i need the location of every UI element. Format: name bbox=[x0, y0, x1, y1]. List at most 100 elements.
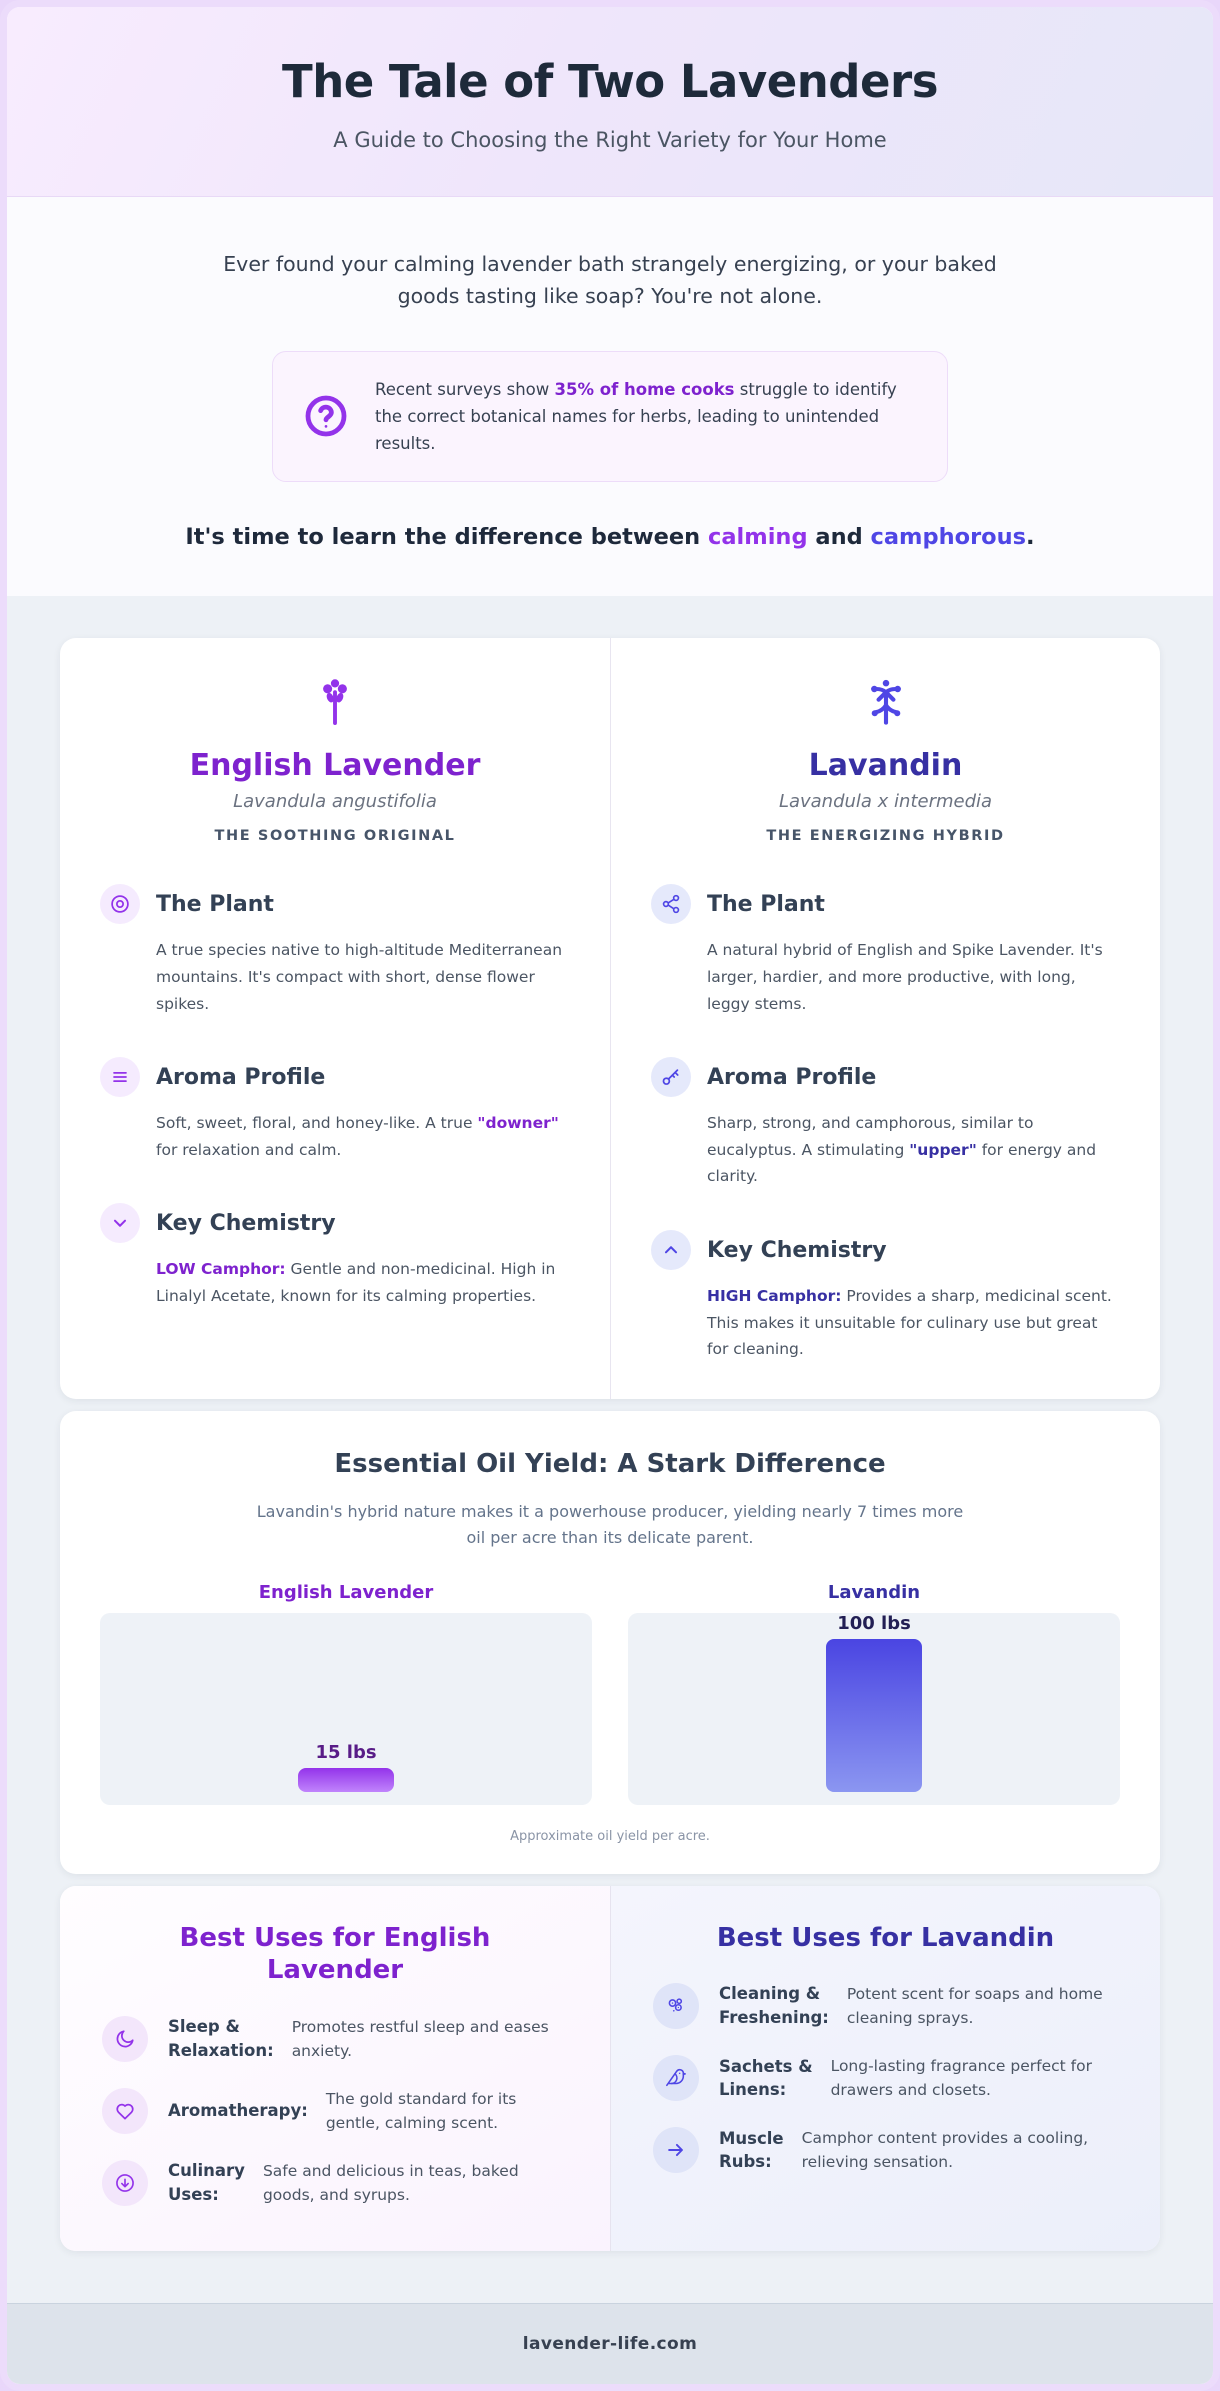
use-row-sleep: Sleep & Relaxation: Promotes restful sle… bbox=[102, 2015, 568, 2063]
use-label: Sachets & Linens: bbox=[719, 2056, 813, 2100]
feature-title: Aroma Profile bbox=[707, 1064, 877, 1090]
use-row-culinary: Culinary Uses: Safe and delicious in tea… bbox=[102, 2159, 568, 2207]
best-uses-title: Best Uses for English Lavender bbox=[179, 1922, 491, 1986]
english-lavender-bar bbox=[298, 1767, 394, 1792]
variety-tagline: THE ENERGIZING HYBRID bbox=[766, 828, 1005, 845]
content-section: English Lavender Lavandula angustifolia … bbox=[7, 596, 1213, 2303]
chart-caption: Approximate oil yield per acre. bbox=[510, 1828, 710, 1844]
use-text: Promotes restful sleep and eases anxiety… bbox=[291, 2017, 549, 2060]
variety-latin-name: Lavandula angustifolia bbox=[233, 791, 437, 813]
chart-column-label: English Lavender bbox=[258, 1581, 434, 1603]
intro-section: Ever found your calming lavender bath st… bbox=[7, 197, 1213, 597]
bird-icon bbox=[653, 2055, 699, 2102]
fact-text: Recent surveys show 35% of home cooks st… bbox=[375, 376, 917, 458]
sprout-branch-icon bbox=[860, 676, 912, 728]
chart-panel: 15 lbs bbox=[100, 1612, 592, 1805]
fact-text-highlight: 35% of home cooks bbox=[554, 379, 735, 399]
feature-title: Aroma Profile bbox=[156, 1064, 326, 1090]
feature-chemistry: Key Chemistry HIGH Camphor: Provides a s… bbox=[651, 1230, 1120, 1363]
bar-value-label: 15 lbs bbox=[315, 1741, 377, 1763]
feature-title: Key Chemistry bbox=[707, 1237, 887, 1263]
feature-plant: The Plant A natural hybrid of English an… bbox=[651, 884, 1120, 1017]
lavandin-chart: Lavandin 100 lbs bbox=[628, 1582, 1120, 1805]
use-text: Camphor content provides a cooling, reli… bbox=[801, 2129, 1089, 2172]
footer: lavender-life.com bbox=[7, 2302, 1213, 2384]
hook-text: Ever found your calming lavender bath st… bbox=[223, 252, 997, 308]
lavandin-column: Lavandin Lavandula x intermedia THE ENER… bbox=[610, 638, 1160, 1400]
chart-panel: 100 lbs bbox=[628, 1612, 1120, 1805]
use-row-sachets: Sachets & Linens: Long-lasting fragrance… bbox=[653, 2054, 1118, 2102]
feature-aroma: Aroma Profile Sharp, strong, and camphor… bbox=[651, 1057, 1120, 1190]
feature-text-bold: "downer" bbox=[477, 1114, 559, 1133]
feature-text-pre: A natural hybrid of English and Spike La… bbox=[707, 941, 1103, 1013]
use-row-muscle: Muscle Rubs: Camphor content provides a … bbox=[653, 2126, 1118, 2174]
feature-text-pre: A true species native to high-altitude M… bbox=[156, 941, 563, 1013]
cta-line: It's time to learn the difference betwee… bbox=[47, 524, 1173, 550]
variety-name: Lavandin bbox=[808, 748, 963, 784]
feature-text-post: Provides a sharp, medicinal scent. This … bbox=[707, 1287, 1112, 1359]
feature-plant: The Plant A true species native to high-… bbox=[100, 884, 570, 1017]
yield-bar-chart: English Lavender 15 lbs Lavandin 100 lbs bbox=[100, 1582, 1120, 1805]
use-text: Potent scent for soaps and home cleaning… bbox=[846, 1985, 1103, 2028]
feature-chemistry: Key Chemistry LOW Camphor: Gentle and no… bbox=[100, 1203, 570, 1309]
use-label: Sleep & Relaxation: bbox=[168, 2016, 274, 2060]
feature-text: HIGH Camphor: Provides a sharp, medicina… bbox=[707, 1283, 1120, 1363]
feature-text: A natural hybrid of English and Spike La… bbox=[707, 937, 1120, 1017]
cta-mid: and bbox=[807, 524, 871, 551]
chevron-up-icon bbox=[651, 1230, 691, 1271]
circle-question-icon bbox=[303, 393, 349, 439]
best-uses-english: Best Uses for English Lavender Sleep & R… bbox=[60, 1885, 610, 2251]
use-text: Long-lasting fragrance perfect for drawe… bbox=[830, 2057, 1092, 2100]
key-icon bbox=[651, 1057, 691, 1098]
feature-text: Sharp, strong, and camphorous, similar t… bbox=[707, 1110, 1120, 1190]
feature-text-post: for relaxation and calm. bbox=[156, 1140, 342, 1159]
header: The Tale of Two Lavenders A Guide to Cho… bbox=[7, 7, 1213, 197]
feature-text-bold: "upper" bbox=[909, 1140, 977, 1159]
lines-icon bbox=[100, 1057, 140, 1098]
use-label: Muscle Rubs: bbox=[719, 2128, 784, 2172]
heart-icon bbox=[102, 2087, 148, 2134]
feature-text-bold: LOW Camphor: bbox=[156, 1260, 286, 1279]
target-icon bbox=[100, 884, 140, 925]
feature-text-post: for energy and clarity. bbox=[707, 1140, 1097, 1186]
bar-value-label: 100 lbs bbox=[837, 1612, 911, 1634]
chart-title: Essential Oil Yield: A Stark Difference bbox=[334, 1449, 886, 1480]
cta-word-camphorous: camphorous bbox=[870, 524, 1027, 551]
cta-word-calming: calming bbox=[708, 524, 808, 551]
feature-text-pre: Soft, sweet, floral, and honey-like. A t… bbox=[156, 1114, 478, 1133]
share-icon bbox=[651, 884, 691, 925]
feature-aroma: Aroma Profile Soft, sweet, floral, and h… bbox=[100, 1057, 570, 1163]
feature-title: The Plant bbox=[707, 891, 825, 917]
yield-chart-card: Essential Oil Yield: A Stark Difference … bbox=[60, 1411, 1160, 1874]
use-label: Culinary Uses: bbox=[168, 2161, 245, 2204]
feature-text-pre: Sharp, strong, and camphorous, similar t… bbox=[707, 1114, 1034, 1159]
bubbles-icon bbox=[653, 1983, 699, 2030]
variety-comparison-card: English Lavender Lavandula angustifolia … bbox=[60, 638, 1160, 1400]
english-lavender-chart: English Lavender 15 lbs bbox=[100, 1582, 592, 1805]
variety-latin-name: Lavandula x intermedia bbox=[778, 791, 993, 813]
fact-text-post: struggle to identify the correct botanic… bbox=[375, 379, 897, 453]
variety-tagline: THE SOOTHING ORIGINAL bbox=[214, 828, 456, 845]
feature-text-bold: HIGH Camphor: bbox=[707, 1287, 842, 1306]
variety-name: English Lavender bbox=[189, 748, 481, 784]
site-name: lavender-life.com bbox=[522, 2333, 698, 2354]
use-label: Aromatherapy: bbox=[168, 2100, 308, 2120]
fact-box: Recent surveys show 35% of home cooks st… bbox=[272, 350, 948, 483]
english-lavender-column: English Lavender Lavandula angustifolia … bbox=[60, 638, 610, 1399]
feature-text: Soft, sweet, floral, and honey-like. A t… bbox=[156, 1110, 570, 1163]
best-uses-lavandin: Best Uses for Lavandin Cleaning & Freshe… bbox=[610, 1885, 1160, 2251]
use-row-cleaning: Cleaning & Freshening: Potent scent for … bbox=[653, 1982, 1118, 2030]
arrow-down-circle-icon bbox=[102, 2159, 148, 2206]
english-lavender-header: English Lavender Lavandula angustifolia … bbox=[100, 676, 570, 844]
best-uses-title: Best Uses for Lavandin bbox=[716, 1922, 1055, 1953]
use-text: Safe and delicious in teas, baked goods,… bbox=[262, 2161, 519, 2204]
chevron-down-icon bbox=[100, 1203, 140, 1244]
lavandin-bar bbox=[826, 1638, 922, 1792]
page-subtitle: A Guide to Choosing the Right Variety fo… bbox=[333, 128, 887, 152]
chart-column-label: Lavandin bbox=[827, 1581, 921, 1603]
use-row-aromatherapy: Aromatherapy: The gold standard for its … bbox=[102, 2087, 568, 2135]
use-label: Cleaning & Freshening: bbox=[719, 1984, 829, 2028]
cta-post: . bbox=[1026, 524, 1035, 551]
cta-pre: It's time to learn the difference betwee… bbox=[185, 524, 709, 551]
